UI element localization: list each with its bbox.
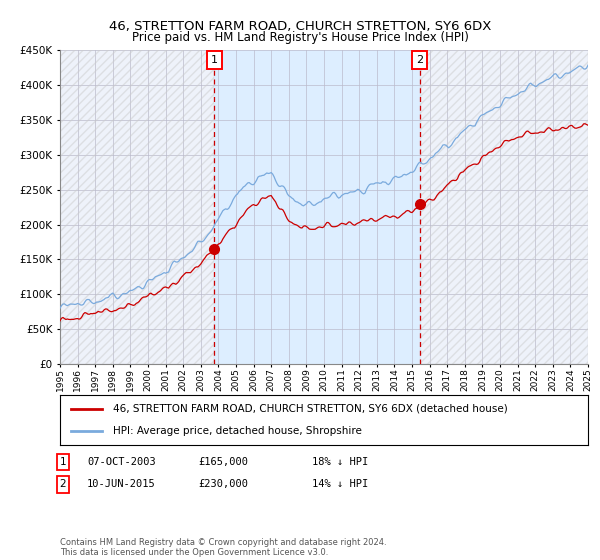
Bar <box>60 50 214 364</box>
Text: 2: 2 <box>416 55 424 65</box>
Text: 07-OCT-2003: 07-OCT-2003 <box>87 457 156 467</box>
Text: £165,000: £165,000 <box>198 457 248 467</box>
Text: 46, STRETTON FARM ROAD, CHURCH STRETTON, SY6 6DX (detached house): 46, STRETTON FARM ROAD, CHURCH STRETTON,… <box>113 404 508 414</box>
Text: 14% ↓ HPI: 14% ↓ HPI <box>312 479 368 489</box>
Text: 1: 1 <box>59 457 67 467</box>
Text: Contains HM Land Registry data © Crown copyright and database right 2024.
This d: Contains HM Land Registry data © Crown c… <box>60 538 386 557</box>
Bar <box>420 50 588 364</box>
Bar <box>214 50 420 364</box>
Text: £230,000: £230,000 <box>198 479 248 489</box>
Text: Price paid vs. HM Land Registry's House Price Index (HPI): Price paid vs. HM Land Registry's House … <box>131 31 469 44</box>
Text: 46, STRETTON FARM ROAD, CHURCH STRETTON, SY6 6DX: 46, STRETTON FARM ROAD, CHURCH STRETTON,… <box>109 20 491 32</box>
Text: 10-JUN-2015: 10-JUN-2015 <box>87 479 156 489</box>
Text: 2: 2 <box>59 479 67 489</box>
Text: 1: 1 <box>211 55 218 65</box>
Text: 18% ↓ HPI: 18% ↓ HPI <box>312 457 368 467</box>
Text: HPI: Average price, detached house, Shropshire: HPI: Average price, detached house, Shro… <box>113 426 362 436</box>
